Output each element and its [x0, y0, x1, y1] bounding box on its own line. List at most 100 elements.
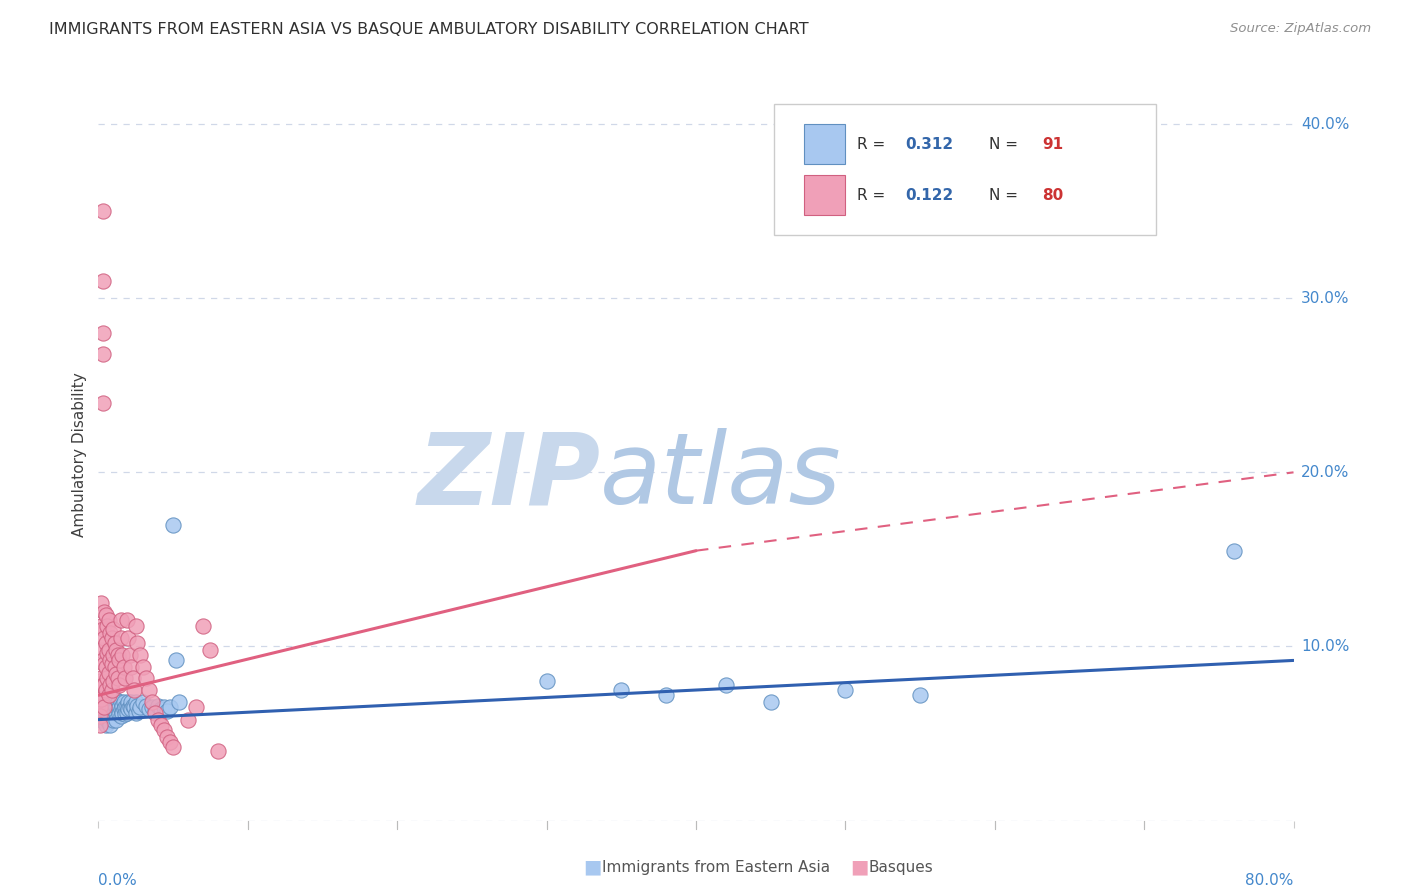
Point: [91, 395, 114, 409]
Point: [94, 608, 117, 623]
Point: [93, 709, 115, 723]
Point: [107, 695, 129, 709]
Point: [94, 660, 117, 674]
Point: [94, 636, 117, 650]
Point: [90, 691, 112, 706]
Text: 40.0%: 40.0%: [1301, 117, 1350, 131]
Point: [101, 691, 124, 706]
Text: 0.312: 0.312: [905, 136, 953, 152]
Point: [93, 700, 115, 714]
Point: [97, 704, 120, 718]
Point: [90, 688, 112, 702]
Point: [89, 695, 111, 709]
Point: [98, 678, 122, 692]
Point: [98, 625, 122, 640]
Point: [91, 653, 114, 667]
Point: [97, 665, 120, 680]
Point: [94, 718, 117, 732]
Point: [132, 695, 155, 709]
Point: [115, 706, 138, 720]
Point: [191, 618, 214, 632]
Text: ■: ■: [851, 857, 869, 877]
Point: [111, 648, 134, 663]
Point: [97, 691, 120, 706]
Point: [98, 700, 122, 714]
Point: [111, 698, 134, 713]
Point: [91, 678, 114, 692]
Text: atlas: atlas: [600, 428, 842, 525]
Text: R =: R =: [858, 136, 890, 152]
Point: [184, 700, 207, 714]
Point: [93, 657, 115, 671]
Point: [111, 706, 134, 720]
Point: [714, 678, 737, 692]
Point: [153, 700, 176, 714]
Text: N =: N =: [988, 136, 1022, 152]
Point: [90, 713, 112, 727]
Point: [117, 695, 139, 709]
Text: 0.0%: 0.0%: [98, 873, 138, 888]
Text: 80: 80: [1043, 187, 1064, 202]
Point: [107, 702, 129, 716]
Point: [117, 631, 139, 645]
Point: [138, 683, 160, 698]
Point: [97, 688, 120, 702]
Point: [110, 702, 132, 716]
Point: [112, 695, 135, 709]
Point: [89, 700, 111, 714]
Text: ZIP: ZIP: [418, 428, 600, 525]
Point: [112, 660, 135, 674]
Point: [104, 698, 127, 713]
Point: [108, 700, 131, 714]
Point: [159, 700, 181, 714]
Point: [114, 671, 136, 685]
Point: [127, 698, 149, 713]
Point: [105, 667, 128, 681]
Text: ■: ■: [583, 857, 602, 877]
Point: [120, 702, 142, 716]
Point: [138, 702, 160, 716]
Point: [148, 698, 170, 713]
Point: [118, 648, 141, 663]
Point: [90, 596, 112, 610]
Point: [101, 697, 124, 711]
Point: [101, 704, 124, 718]
Text: 0.122: 0.122: [905, 187, 953, 202]
Text: Basques: Basques: [869, 860, 934, 874]
Point: [610, 683, 633, 698]
Point: [97, 709, 120, 723]
Point: [93, 631, 115, 645]
Y-axis label: Ambulatory Disability: Ambulatory Disability: [72, 373, 87, 537]
Point: [98, 653, 122, 667]
Point: [121, 671, 143, 685]
Point: [93, 678, 115, 692]
Point: [153, 723, 176, 737]
Point: [117, 702, 139, 716]
Point: [103, 700, 125, 714]
Point: [200, 643, 222, 657]
Point: [1223, 543, 1246, 558]
Text: 91: 91: [1043, 136, 1064, 152]
Point: [105, 713, 128, 727]
Point: [91, 706, 114, 720]
Point: [110, 709, 132, 723]
Point: [834, 683, 856, 698]
Point: [121, 698, 143, 713]
Point: [162, 740, 184, 755]
Point: [105, 706, 128, 720]
Point: [104, 636, 127, 650]
Point: [91, 274, 114, 288]
Point: [118, 700, 141, 714]
Point: [112, 702, 135, 716]
Point: [97, 714, 120, 729]
Point: [107, 671, 129, 685]
Point: [103, 706, 125, 720]
Point: [141, 695, 163, 709]
Point: [120, 660, 142, 674]
Point: [98, 713, 122, 727]
Point: [96, 671, 118, 685]
Point: [91, 622, 114, 636]
Point: [129, 648, 152, 663]
Point: [124, 700, 146, 714]
Point: [104, 660, 127, 674]
